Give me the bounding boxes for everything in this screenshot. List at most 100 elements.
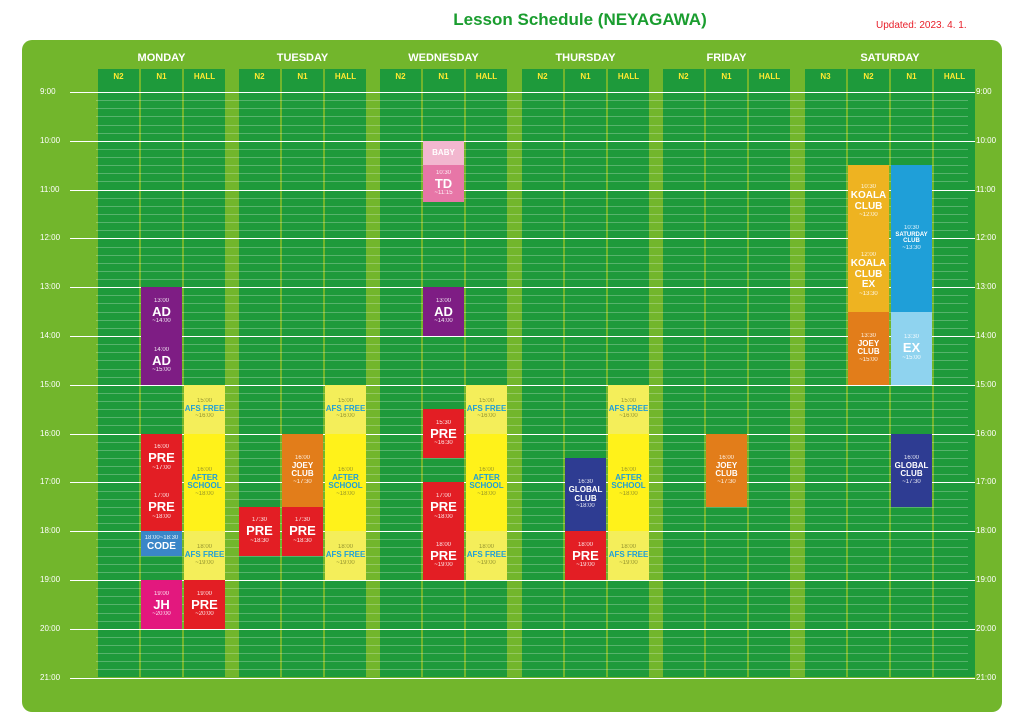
time-label-left: 21:00 [40,672,61,682]
lesson-end-time: ~20:00 [195,611,214,618]
minor-line [96,360,968,362]
lesson-end-time: ~14:00 [152,318,171,325]
lesson-block[interactable]: 18:00 AFS FREE ~19:00 [466,531,507,580]
room-header: HALL [334,72,357,81]
hour-line [70,482,975,484]
lesson-name: KOALA CLUB [850,190,887,212]
lesson-start-time: 16:00 [478,467,494,473]
lesson-block[interactable]: 16:30 GLOBAL CLUB ~18:00 [565,458,606,532]
lesson-start-time: 16:00 [196,467,212,473]
time-label-right: 17:00 [976,477,997,487]
lesson-end-time: ~19:00 [434,562,453,569]
lesson-block[interactable]: 19:00 JH ~20:00 [141,580,182,629]
hour-line [70,336,975,337]
room-column [380,69,421,677]
lesson-block[interactable]: 15:00 AFS FREE ~16:00 [184,384,225,434]
time-label-right: 13:00 [976,282,997,292]
lesson-block[interactable]: 16:00 JOEY CLUB ~17:30 [706,433,747,507]
lesson-start-time: 18:00 [337,544,353,551]
room-header: N2 [537,72,548,81]
lesson-end-time: ~16:00 [619,413,638,420]
room-column [749,69,790,677]
lesson-block[interactable]: 13:00 AD ~14:00 [141,287,182,336]
lesson-block[interactable]: 18:00~18:30 CODE [141,531,182,556]
lesson-block[interactable]: 18:00 AFS FREE ~19:00 [608,531,649,580]
lesson-block[interactable]: 16:00 AFTER SCHOOL ~18:00 [608,433,649,532]
lesson-block[interactable]: 14:00 AD ~15:00 [141,336,182,385]
day-label-thursday: THURSDAY [555,52,616,64]
minor-line [96,539,968,541]
minor-line [96,205,968,207]
lesson-block[interactable]: 10:30 TD ~11:15 [423,165,464,202]
lesson-end-time: ~19:00 [477,559,496,566]
lesson-block[interactable]: 17:30 PRE ~18:30 [282,506,323,556]
lesson-start-time: 18:00 [478,544,494,551]
lesson-name: TD [434,175,453,191]
lesson-block[interactable]: 15:00 AFS FREE ~16:00 [466,384,507,434]
lesson-name: EX [902,340,921,356]
lesson-block[interactable]: 10:30 SATURDAY CLUB ~13:30 [891,165,932,312]
lesson-block[interactable]: 17:00 PRE ~18:00 [141,482,182,532]
lesson-block[interactable]: 13:30 EX ~15:00 [891,311,932,385]
lesson-block[interactable]: 16:00 AFTER SCHOOL ~18:00 [184,433,225,532]
lesson-block[interactable]: 17:00 PRE ~18:00 [423,482,464,532]
room-header: N1 [438,72,449,81]
lesson-block[interactable]: 13:00 AD ~14:00 [423,287,464,336]
lesson-block[interactable]: 18:00 PRE ~19:00 [565,531,606,580]
lesson-block[interactable]: 16:00 AFTER SCHOOL ~18:00 [325,433,366,532]
day-label-tuesday: TUESDAY [276,52,329,64]
lesson-block[interactable]: 19:00 PRE ~20:00 [184,580,225,629]
lesson-block[interactable]: 16:00 PRE ~17:00 [141,433,182,483]
lesson-name: AFTER SCHOOL [328,473,363,491]
lesson-end-time: ~18:00 [195,490,214,497]
lesson-start-time: 16:00 [294,454,310,461]
lesson-block[interactable]: 13:30 JOEY CLUB ~15:00 [848,311,889,385]
minor-line [96,173,968,175]
day-label-wednesday: WEDNESDAY [408,52,479,64]
lesson-block[interactable]: 16:00 GLOBAL CLUB ~17:30 [891,433,932,507]
minor-line [96,254,968,256]
lesson-start-time: 16:30 [577,479,593,486]
minor-line [96,449,968,451]
lesson-name: AD [434,303,453,319]
lesson-block[interactable]: 16:00 AFTER SCHOOL ~18:00 [466,433,507,532]
lesson-start-time: 13:00 [153,297,169,304]
lesson-block[interactable]: 15:30 PRE ~16:30 [423,409,464,458]
lesson-block[interactable]: 16:00 JOEY CLUB ~17:30 [282,433,323,507]
lesson-block[interactable]: 12:00 KOALA CLUB EX ~13:30 [848,238,889,312]
lesson-block[interactable]: BABY [423,140,464,166]
time-label-left: 14:00 [40,331,61,340]
lesson-block[interactable]: 15:00 AFS FREE ~16:00 [325,384,366,434]
lesson-name: AFS FREE [325,404,366,413]
lesson-start-time: 17:00 [435,492,451,499]
lesson-start-time: 19:00 [196,590,212,597]
lesson-block[interactable]: 18:00 AFS FREE ~19:00 [325,531,366,580]
lesson-block[interactable]: 18:00 PRE ~19:00 [423,531,464,580]
minor-line [96,116,968,118]
time-label-left: 13:00 [40,282,61,292]
lesson-start-time: 17:30 [251,517,267,524]
lesson-block[interactable]: 17:30 PRE ~18:30 [239,506,280,556]
minor-line [96,279,968,281]
lesson-end-time: ~16:30 [434,440,453,447]
hour-line [70,677,975,679]
lesson-end-time: ~19:00 [619,559,638,566]
time-label-right: 16:00 [976,428,997,438]
lesson-block[interactable]: 10:30 KOALA CLUB ~12:00 [848,165,889,239]
room-column [522,69,563,677]
minor-line [96,246,968,248]
lesson-name: PRE [148,498,175,514]
room-header: N3 [820,72,831,81]
room-header: HALL [617,72,640,81]
lesson-start-time: 17:30 [294,517,310,524]
minor-line [96,368,968,370]
room-column [934,69,975,677]
lesson-name: AFTER SCHOOL [469,473,504,491]
minor-line [96,303,968,305]
lesson-name: CODE [147,540,176,552]
time-label-left: 18:00 [40,526,61,536]
lesson-end-time: ~11:15 [434,190,453,197]
room-header: N1 [297,72,308,81]
lesson-block[interactable]: 18:00 AFS FREE ~19:00 [184,531,225,580]
lesson-block[interactable]: 15:00 AFS FREE ~16:00 [608,384,649,434]
